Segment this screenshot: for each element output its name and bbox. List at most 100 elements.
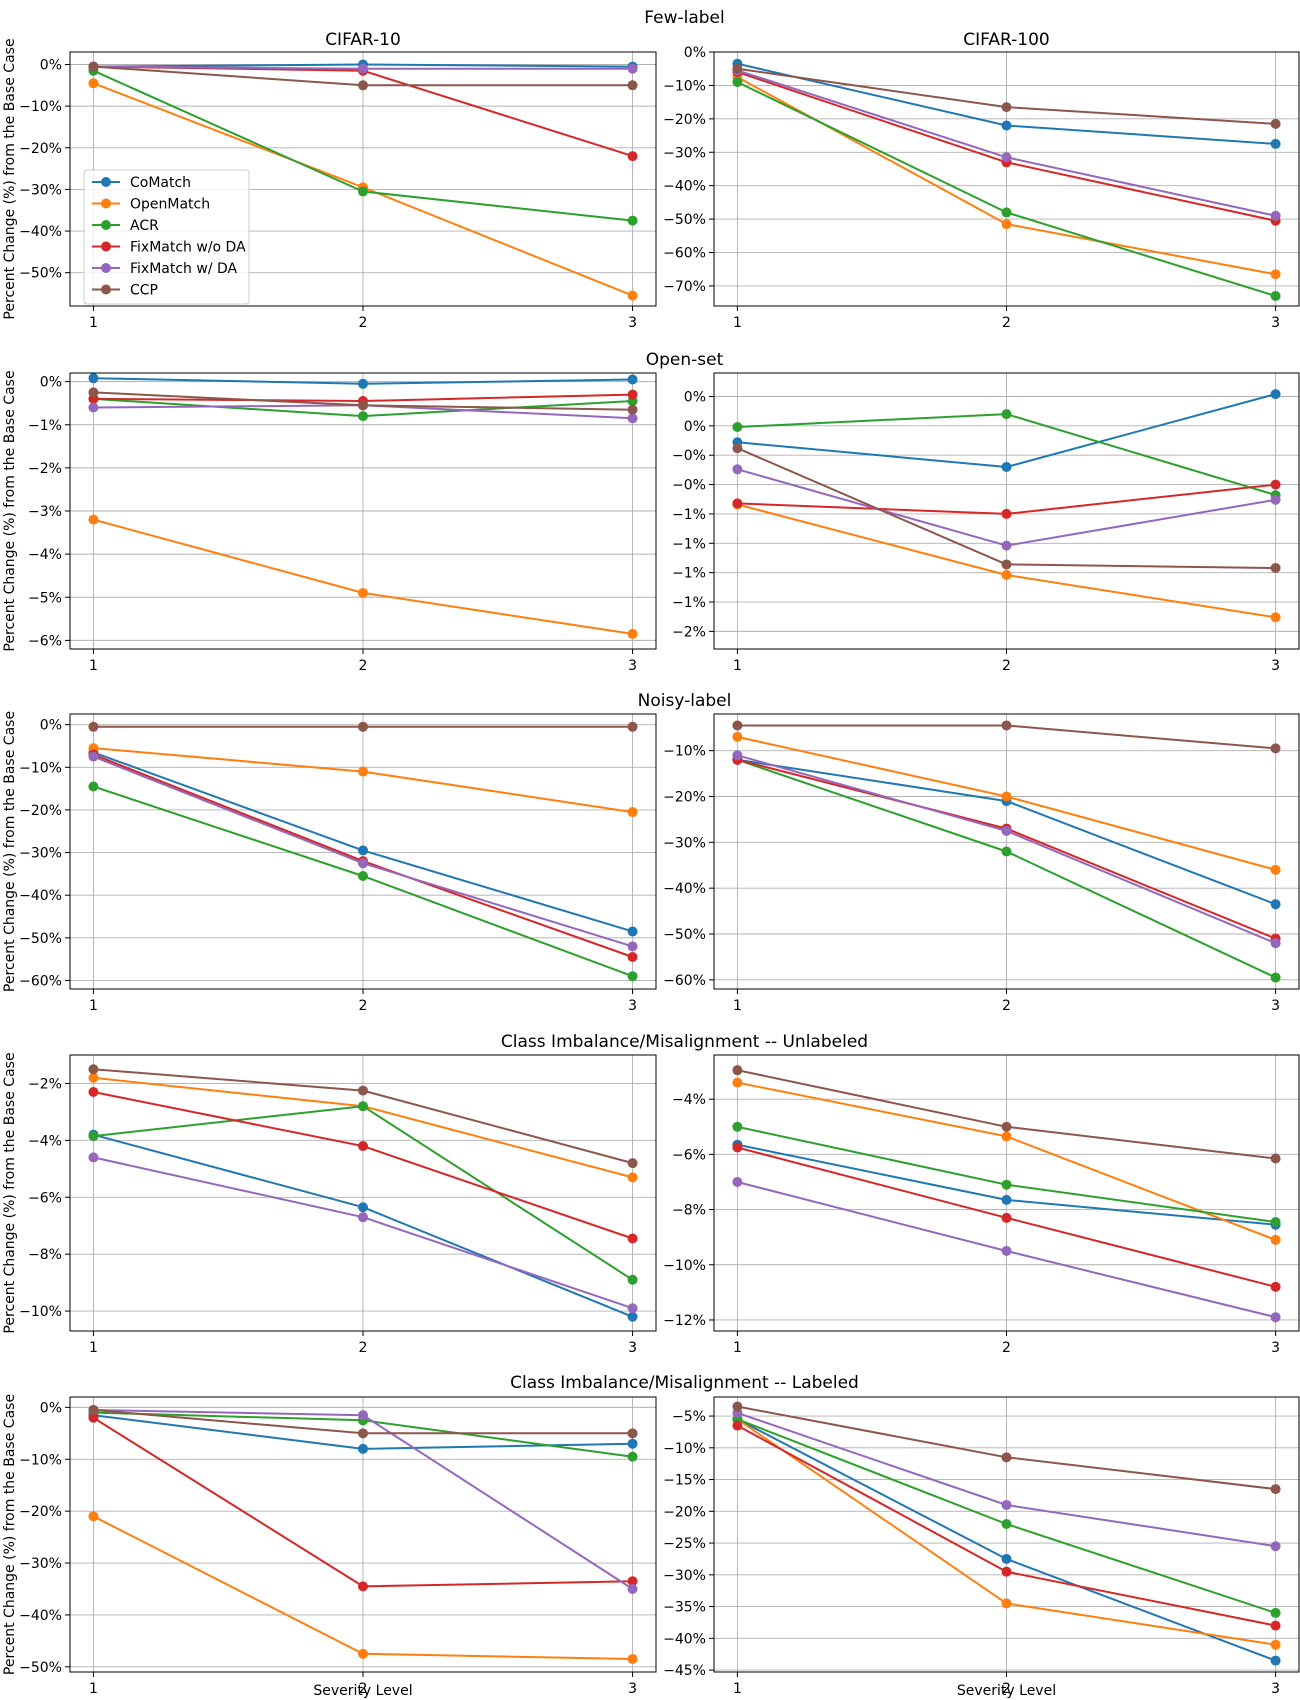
axes-frame <box>69 713 657 990</box>
data-point-fixmatch-w-o-da <box>732 498 743 509</box>
data-point-ccp <box>627 1428 638 1439</box>
legend-item-fixmatch-w-da: FixMatch w/ DA <box>92 261 238 277</box>
data-point-fixmatch-w-da <box>627 63 638 74</box>
legend-label: OpenMatch <box>130 197 210 213</box>
y-tick-label: −10% <box>663 744 706 760</box>
series-fixmatch-w-da <box>88 751 638 952</box>
panel-few-label-cifar-100: 0% −10% −20% −30% −40% −50% −60% −70% 1 2 3 <box>663 45 1300 331</box>
y-tick-label: −6% <box>28 1190 62 1206</box>
data-point-fixmatch-w-da <box>1001 1245 1012 1256</box>
x-tick-label: 3 <box>1271 658 1280 674</box>
y-tick-label: −30% <box>663 145 706 161</box>
y-tick-label: −50% <box>663 927 706 943</box>
series-ccp <box>732 63 1281 129</box>
y-tick-label: −4% <box>28 1133 62 1149</box>
data-point-comatch <box>1001 461 1012 472</box>
legend-swatch-marker <box>101 263 111 273</box>
data-point-comatch <box>1270 389 1281 400</box>
data-point-openmatch <box>1001 570 1012 581</box>
x-tick-label: 1 <box>733 998 742 1014</box>
data-point-fixmatch-w-o-da <box>627 952 638 963</box>
data-point-fixmatch-w-da <box>88 402 99 413</box>
data-point-acr <box>627 1451 638 1462</box>
data-point-fixmatch-w-o-da <box>1270 1281 1281 1292</box>
panel-noisy-label-cifar-100: −10% −20% −30% −40% −50% −60% 1 2 3 <box>663 713 1300 1014</box>
x-tick-label: 3 <box>628 1681 637 1697</box>
data-point-fixmatch-w-o-da <box>88 1086 99 1097</box>
legend-label: ACR <box>130 218 159 234</box>
y-tick-label: 0% <box>40 57 62 73</box>
data-point-ccp <box>88 387 99 398</box>
y-tick-label: −5% <box>28 590 62 606</box>
x-tick-label: 1 <box>89 315 98 331</box>
y-tick-label: 0% <box>684 389 706 405</box>
data-point-fixmatch-w-da <box>732 750 743 761</box>
legend-label: FixMatch w/o DA <box>130 240 246 256</box>
y-tick-label: −25% <box>663 1536 706 1552</box>
data-point-openmatch <box>1270 612 1281 623</box>
data-point-fixmatch-w-da <box>1001 825 1012 836</box>
data-point-acr <box>627 971 638 982</box>
data-point-fixmatch-w-o-da <box>1001 1566 1012 1577</box>
data-point-openmatch <box>1001 219 1012 230</box>
data-point-ccp <box>358 1428 368 1439</box>
y-tick-label: −1% <box>672 536 706 552</box>
y-tick-label: −60% <box>663 246 706 262</box>
panel-class-imbalance-misalignment-labeled-cifar-10: 0% −10% −20% −30% −40% −50% 1 2 3 Percent Change … <box>2 1394 657 1699</box>
data-point-fixmatch-w-o-da <box>1270 1620 1281 1631</box>
y-tick-label: −1% <box>672 595 706 611</box>
data-point-comatch <box>627 926 638 937</box>
data-point-fixmatch-w-o-da <box>627 1576 638 1587</box>
data-point-openmatch <box>1270 1234 1281 1245</box>
series-fixmatch-w-o-da <box>88 1412 638 1592</box>
series-ccp <box>88 1064 638 1169</box>
series-openmatch <box>88 514 638 639</box>
data-point-acr <box>358 186 368 197</box>
panel-open-set-cifar-100: 0% 0% −0% −0% −1% −1% −1% −1% −2% 1 2 3 <box>672 372 1300 674</box>
data-point-acr <box>1270 1607 1281 1618</box>
x-tick-label: 2 <box>359 315 368 331</box>
data-point-ccp <box>732 443 743 454</box>
y-tick-label: −40% <box>19 888 62 904</box>
legend-item-openmatch: OpenMatch <box>92 197 210 213</box>
series-fixmatch-w-da <box>732 464 1281 551</box>
series-fixmatch-w-o-da <box>732 1420 1281 1631</box>
series-ccp <box>732 1065 1281 1164</box>
y-tick-label: 0% <box>40 1400 62 1416</box>
data-point-comatch <box>1270 899 1281 910</box>
series-acr <box>732 77 1281 301</box>
row-title-noisy-label: Noisy-label <box>638 691 732 711</box>
y-tick-label: −30% <box>663 835 706 851</box>
x-axis-label: Severity Level <box>313 1683 412 1699</box>
panel-class-imbalance-misalignment-unlabeled-cifar-100: −4% −6% −8% −10% −12% 1 2 3 <box>663 1054 1300 1356</box>
axes-frame <box>69 372 657 650</box>
y-axis-label: Percent Change (%) from the Base Case <box>2 38 18 319</box>
data-point-fixmatch-w-da <box>627 1583 638 1594</box>
y-tick-label: −6% <box>28 633 62 649</box>
legend-swatch-marker <box>101 241 111 252</box>
series-fixmatch-w-o-da <box>732 479 1281 519</box>
series-openmatch <box>88 1511 638 1665</box>
data-point-comatch <box>1270 138 1281 149</box>
y-tick-label: −40% <box>19 224 62 240</box>
data-point-openmatch <box>627 1172 638 1183</box>
y-tick-label: −0% <box>672 448 706 464</box>
y-tick-label: −2% <box>28 461 62 477</box>
data-point-ccp <box>358 80 368 91</box>
x-tick-label: 3 <box>628 1340 637 1356</box>
y-tick-label: −40% <box>663 179 706 195</box>
x-tick-label: 2 <box>359 1340 368 1356</box>
data-point-fixmatch-w-o-da <box>627 1233 638 1244</box>
data-point-acr <box>732 422 743 433</box>
axes-frame <box>713 51 1300 307</box>
y-tick-label: −30% <box>19 182 62 198</box>
data-point-fixmatch-w-da <box>1001 1499 1012 1510</box>
legend-label: CCP <box>130 283 158 299</box>
data-point-fixmatch-w-o-da <box>627 389 638 400</box>
y-tick-label: −50% <box>19 266 62 282</box>
data-point-ccp <box>88 61 99 72</box>
y-tick-label: −6% <box>672 1147 706 1163</box>
data-point-acr <box>1270 1216 1281 1227</box>
data-point-openmatch <box>627 290 638 301</box>
y-tick-label: −4% <box>28 547 62 563</box>
